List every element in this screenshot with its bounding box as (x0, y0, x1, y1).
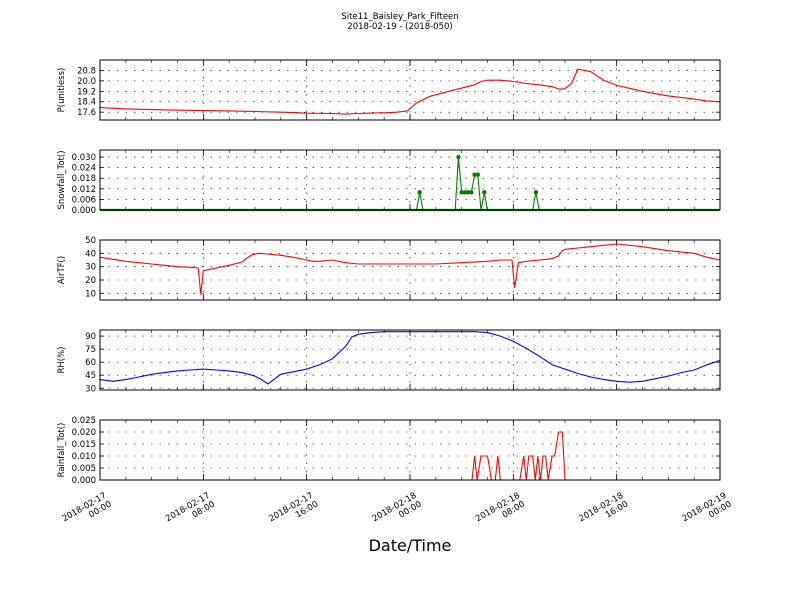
panel-frame (99, 149, 721, 211)
y-tick-label: 45 (85, 371, 96, 381)
y-tick-label: 20.8 (77, 66, 96, 76)
series-line (99, 68, 721, 115)
x-axis-title: Date/Time (369, 536, 452, 555)
y-tick-label: 50 (85, 236, 96, 246)
y-axis-label: AirTF() (57, 256, 67, 284)
y-tick-label: 30 (85, 263, 96, 273)
data-point (482, 190, 487, 195)
y-tick-label: 17.6 (77, 108, 96, 118)
data-point (472, 172, 477, 177)
data-point (465, 190, 471, 195)
panel-3: 10 20 30 40 50 AirTF() (57, 236, 721, 301)
y-axis-label: Rainfall_Tot() (57, 423, 67, 478)
y-tick-label: 18.4 (77, 98, 96, 108)
y-tick-label: 10 (85, 289, 96, 299)
y-tick-label: 0.005 (72, 464, 96, 474)
figure-title-line1: Site11_Baisley_Park_Fifteen (341, 12, 458, 22)
y-tick-label: 0.012 (72, 185, 96, 195)
y-tick-label: 0.000 (72, 206, 96, 216)
y-tick-label: 30 (85, 384, 96, 394)
series-line (99, 243, 721, 295)
data-point (469, 190, 474, 195)
series-line (100, 431, 720, 481)
panel-frame (99, 419, 721, 481)
data-point (533, 190, 539, 195)
panel-frame (99, 329, 721, 391)
y-tick-label: 60 (85, 358, 96, 368)
data-point (475, 172, 481, 177)
series-line (415, 157, 540, 211)
y-tick-label: 20.0 (77, 77, 96, 87)
data-point (456, 154, 461, 160)
y-tick-label: 0.030 (72, 153, 96, 163)
data-point (417, 190, 422, 195)
y-axis-label: RH(%) (57, 346, 67, 373)
series-line (99, 331, 721, 385)
y-tick-label: 0.018 (72, 174, 96, 184)
y-tick-label: 19.2 (77, 87, 96, 97)
y-tick-label: 75 (85, 345, 96, 355)
y-tick-label: 40 (85, 249, 96, 259)
y-tick-label: 0.020 (72, 428, 96, 438)
data-point (459, 190, 464, 195)
y-axis-label: P(unitless) (57, 68, 67, 113)
y-tick-label: 0.000 (72, 476, 96, 486)
panels: 17.618.419.220.020.8P(unitless)0.0000.00… (57, 59, 721, 486)
y-tick-label: 0.010 (72, 452, 96, 462)
panel-5: 0.000 0.005 0.010 0.015 0.020 0.025 Rainfall_T… (57, 416, 721, 486)
panel-frame (99, 59, 721, 121)
y-tick-label: 0.024 (72, 164, 96, 174)
y-tick-label: 0.006 (72, 195, 96, 205)
panel-4: 30 45 60 75 90 RH(%) (57, 329, 721, 394)
panel-frame (99, 239, 721, 301)
y-tick-label: 0.015 (72, 440, 96, 450)
panel-1: 17.618.419.220.020.8 P(unitless) (57, 59, 721, 121)
data-point (462, 190, 468, 195)
y-tick-label: 90 (85, 332, 96, 342)
y-tick-label: 20 (85, 276, 96, 286)
y-axis-label: Snowfall_Tot() (57, 150, 67, 209)
y-tick-label: 0.025 (72, 416, 96, 426)
figure-title-line2: 2018-02-19 - (2018-050) (347, 22, 452, 32)
